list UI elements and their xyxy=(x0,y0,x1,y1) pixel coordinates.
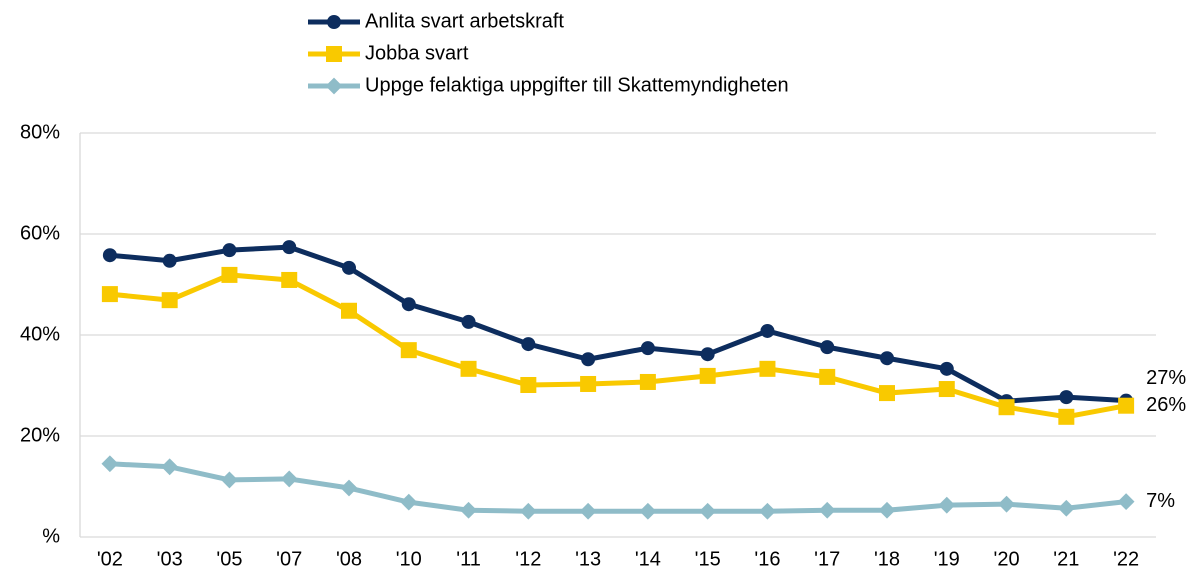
point xyxy=(342,260,356,275)
y-tick-label: 80% xyxy=(20,121,60,143)
point xyxy=(281,271,298,288)
point xyxy=(326,46,342,62)
data-label: 7% xyxy=(1146,490,1175,512)
point xyxy=(102,248,117,263)
y-tick-label: 40% xyxy=(20,323,60,345)
point xyxy=(162,253,177,268)
y-tick-label: 20% xyxy=(20,424,60,446)
y-tick-label: 60% xyxy=(20,222,60,244)
point xyxy=(461,314,476,329)
series-line xyxy=(109,461,1127,514)
x-tick-label: '21 xyxy=(1053,548,1079,570)
point xyxy=(998,399,1015,416)
point xyxy=(101,455,119,473)
point xyxy=(460,501,477,519)
point xyxy=(340,479,358,497)
point xyxy=(639,502,657,520)
x-tick-label: '15 xyxy=(695,548,721,570)
x-tick-label: '08 xyxy=(336,548,362,570)
point xyxy=(161,292,178,309)
point xyxy=(221,266,238,283)
point xyxy=(699,367,716,384)
x-tick-label: '05 xyxy=(216,548,242,570)
legend-label: Anlita svart arbetskraft xyxy=(365,10,564,32)
x-tick-label: '10 xyxy=(396,548,422,570)
point xyxy=(699,502,717,520)
point xyxy=(820,340,835,355)
point xyxy=(998,495,1015,513)
point xyxy=(101,286,118,303)
point xyxy=(282,240,297,255)
point xyxy=(521,337,536,352)
point xyxy=(400,493,418,511)
x-tick-label: '17 xyxy=(814,548,840,570)
x-tick-label: '11 xyxy=(456,548,481,570)
point xyxy=(819,368,836,385)
x-tick-label: '12 xyxy=(515,548,541,570)
point xyxy=(519,502,537,520)
point xyxy=(1058,408,1075,425)
point xyxy=(161,458,179,476)
point xyxy=(1117,493,1135,511)
point xyxy=(325,77,343,95)
point xyxy=(520,376,537,393)
point xyxy=(700,347,715,362)
point xyxy=(581,352,596,367)
x-tick-label: '16 xyxy=(754,548,780,570)
point xyxy=(759,502,776,520)
data-label: 26% xyxy=(1146,394,1186,416)
x-tick-label: '13 xyxy=(575,548,601,570)
point xyxy=(1059,390,1074,405)
x-tick-label: '03 xyxy=(157,548,183,570)
x-tick-label: '07 xyxy=(276,548,302,570)
point xyxy=(939,361,954,376)
point xyxy=(878,501,896,519)
x-tick-label: '14 xyxy=(635,548,661,570)
y-tick-label: % xyxy=(42,525,60,547)
point xyxy=(579,502,597,520)
point xyxy=(1057,499,1075,517)
legend-label: Uppge felaktiga uppgifter till Skattemyn… xyxy=(365,74,789,96)
data-label: 27% xyxy=(1146,367,1186,389)
x-tick-label: '19 xyxy=(934,548,960,570)
point xyxy=(280,470,298,488)
point xyxy=(640,341,655,356)
point xyxy=(400,342,417,359)
x-tick-label: '22 xyxy=(1113,548,1139,570)
series-line xyxy=(109,272,1127,420)
point xyxy=(818,501,836,519)
point xyxy=(759,360,776,377)
legend-label: Jobba svart xyxy=(365,42,469,64)
point xyxy=(221,471,238,489)
point xyxy=(938,381,955,398)
point xyxy=(760,323,775,338)
point xyxy=(938,496,956,514)
point xyxy=(879,385,895,402)
series-line xyxy=(109,244,1127,404)
x-tick-label: '02 xyxy=(97,548,123,570)
point xyxy=(460,360,477,377)
point xyxy=(222,243,237,258)
x-tick-label: '20 xyxy=(994,548,1020,570)
point xyxy=(880,351,894,366)
point xyxy=(341,302,357,319)
point xyxy=(1118,397,1135,414)
point xyxy=(580,375,597,392)
x-tick-label: '18 xyxy=(874,548,900,570)
point xyxy=(327,15,341,29)
point xyxy=(639,373,656,390)
point xyxy=(401,297,416,312)
